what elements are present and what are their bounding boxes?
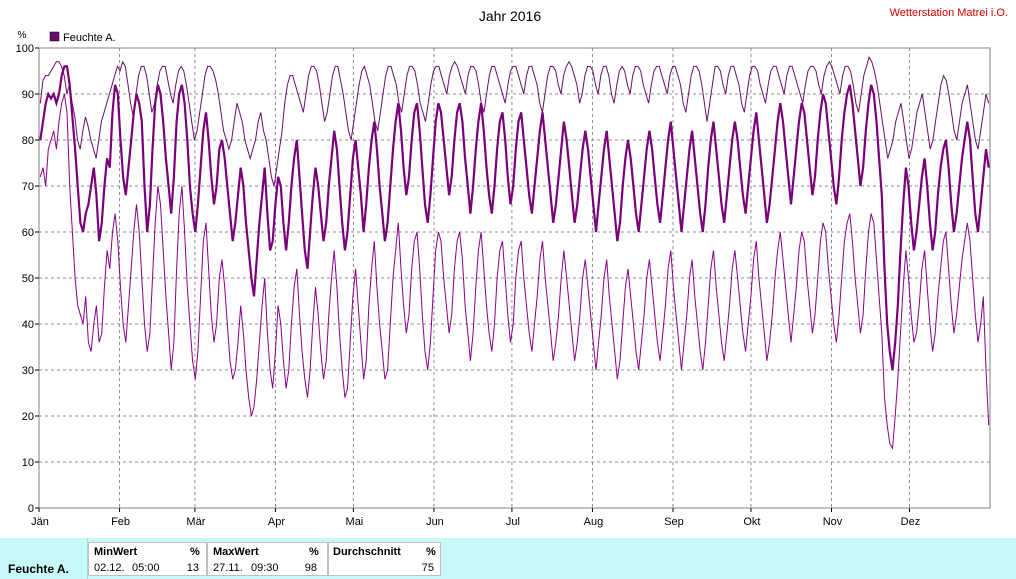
y-tick-label: 60 (22, 227, 34, 239)
chart-title: Jahr 2016 (479, 8, 541, 24)
avg-header: Durchschnitt (333, 546, 401, 558)
y-tick-label: 100 (16, 43, 34, 55)
max-unit: % (309, 546, 319, 558)
min-value-box: MinWert % 02.12. 05:00 13 (88, 542, 207, 576)
y-tick-label: 80 (22, 135, 34, 147)
x-tick-label: Jul (506, 516, 520, 528)
y-axis: 0 10 20 30 40 50 60 70 80 90 100 (16, 43, 39, 515)
y-tick-label: 0 (28, 503, 34, 515)
summary-bar: Feuchte A. MinWert % 02.12. 05:00 13 Max… (0, 538, 1016, 579)
humidity-chart: Jahr 2016 Wetterstation Matrei i.O. % Fe… (16, 7, 1008, 528)
x-tick-label: Mär (186, 516, 205, 528)
avg-unit: % (426, 546, 436, 558)
min-date: 02.12. (94, 562, 125, 574)
y-tick-label: 10 (22, 457, 34, 469)
x-tick-label: Nov (823, 516, 843, 528)
summary-series-cell: Feuchte A. (0, 538, 88, 579)
avg-value: 75 (421, 562, 434, 574)
x-tick-label: Sep (664, 516, 684, 528)
station-name: Wetterstation Matrei i.O. (890, 7, 1008, 19)
x-tick-label: Jän (31, 516, 49, 528)
y-tick-label: 40 (22, 319, 34, 331)
series-line-min (39, 93, 990, 450)
min-value: 13 (186, 562, 199, 574)
min-unit: % (190, 546, 200, 558)
y-tick-label: 30 (22, 365, 34, 377)
series-line-max (39, 55, 990, 187)
x-axis: Jän Feb Mär Apr Mai Jun Jul Aug Sep Okt Nov Dez (31, 508, 920, 528)
max-time: 09:30 (251, 562, 279, 574)
x-tick-label: Apr (268, 516, 285, 528)
x-tick-label: Aug (584, 516, 604, 528)
min-time: 05:00 (132, 562, 160, 574)
y-tick-label: 90 (22, 89, 34, 101)
legend-label: Feuchte A. (63, 32, 116, 44)
min-header: MinWert (94, 546, 138, 558)
legend-swatch (49, 31, 60, 42)
x-tick-label: Dez (901, 516, 921, 528)
x-tick-label: Okt (743, 516, 760, 528)
y-tick-label: 20 (22, 411, 34, 423)
max-date: 27.11. (213, 562, 243, 574)
y-tick-label: 70 (22, 181, 34, 193)
average-box: Durchschnitt % 75 (328, 542, 441, 576)
y-axis-unit: % (18, 30, 27, 41)
x-tick-label: Jun (426, 516, 444, 528)
max-value: 98 (304, 562, 317, 574)
y-tick-label: 50 (22, 273, 34, 285)
x-tick-label: Mai (346, 516, 364, 528)
series-line-mean (39, 65, 990, 371)
summary-series-name: Feuchte A. (8, 562, 69, 576)
x-tick-label: Feb (111, 516, 130, 528)
series-lines (39, 55, 990, 450)
max-value-box: MaxWert % 27.11. 09:30 98 (207, 542, 328, 576)
max-header: MaxWert (213, 546, 259, 558)
